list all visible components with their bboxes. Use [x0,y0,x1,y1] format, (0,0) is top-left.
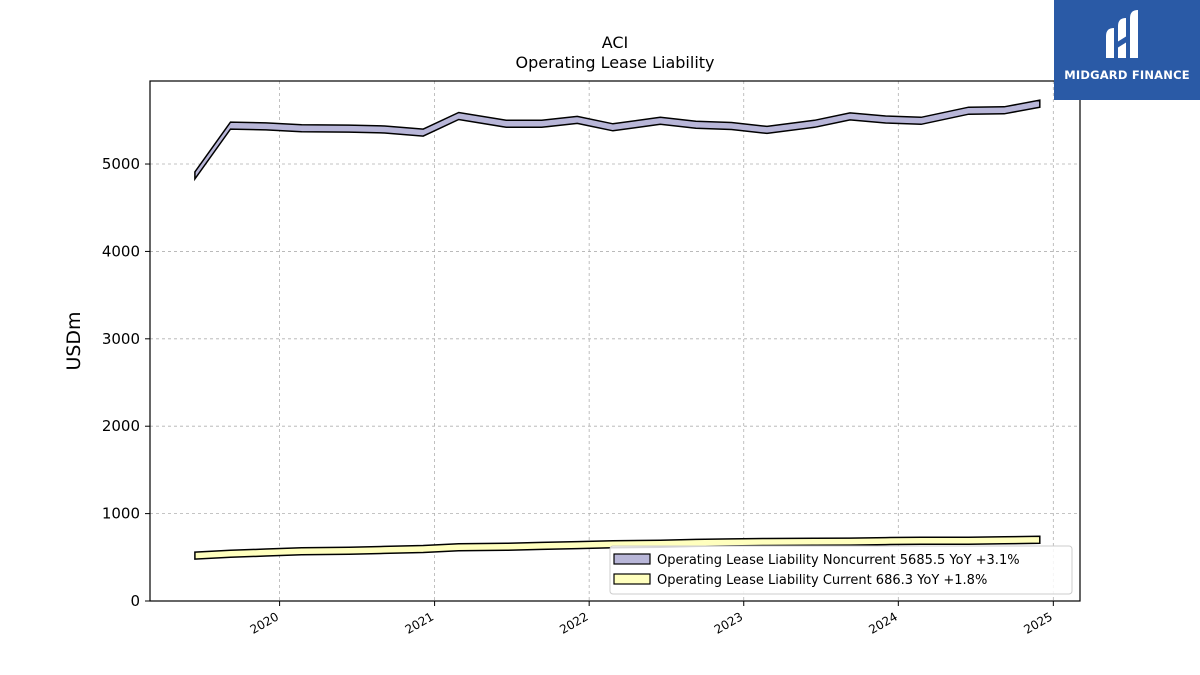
y-axis-label: USDm [63,311,85,370]
grid-lines [150,81,1080,601]
legend-label-0: Operating Lease Liability Noncurrent 568… [657,553,1020,568]
x-axis: 2020 2021 2022 2023 2024 2025 [248,601,1055,637]
series-line-0 [194,99,1041,182]
x-tick-label: 2023 [712,609,745,636]
legend: Operating Lease Liability Noncurrent 568… [609,545,1073,595]
brand-name: MIDGARD FINANCE [1064,68,1190,82]
y-tick-label: 3000 [102,330,140,348]
y-tick-label: 1000 [102,505,140,523]
x-tick-label: 2022 [557,609,590,636]
chart-subtitle: Operating Lease Liability [515,53,714,72]
legend-box [609,545,1073,595]
y-tick-label: 5000 [102,155,140,173]
x-tick-label: 2025 [1021,609,1054,636]
plot-frame [149,80,1081,602]
legend-label-1: Operating Lease Liability Current 686.3 … [657,573,987,588]
series-group [194,99,1041,560]
x-tick-label: 2020 [248,609,281,636]
y-axis: 0 1000 2000 3000 4000 5000 [102,155,150,610]
legend-swatch-0 [613,553,651,565]
brand-logo: MIDGARD FINANCE [1054,0,1200,100]
y-tick-label: 4000 [102,242,140,260]
y-tick-label: 2000 [102,417,140,435]
midgard-logo-icon [1106,10,1138,58]
series-line-1 [194,535,1041,560]
chart-title: ACI [602,33,629,52]
x-tick-label: 2024 [866,609,899,636]
y-tick-label: 0 [130,592,140,610]
x-tick-label: 2021 [403,609,436,636]
legend-swatch-1 [613,573,651,585]
